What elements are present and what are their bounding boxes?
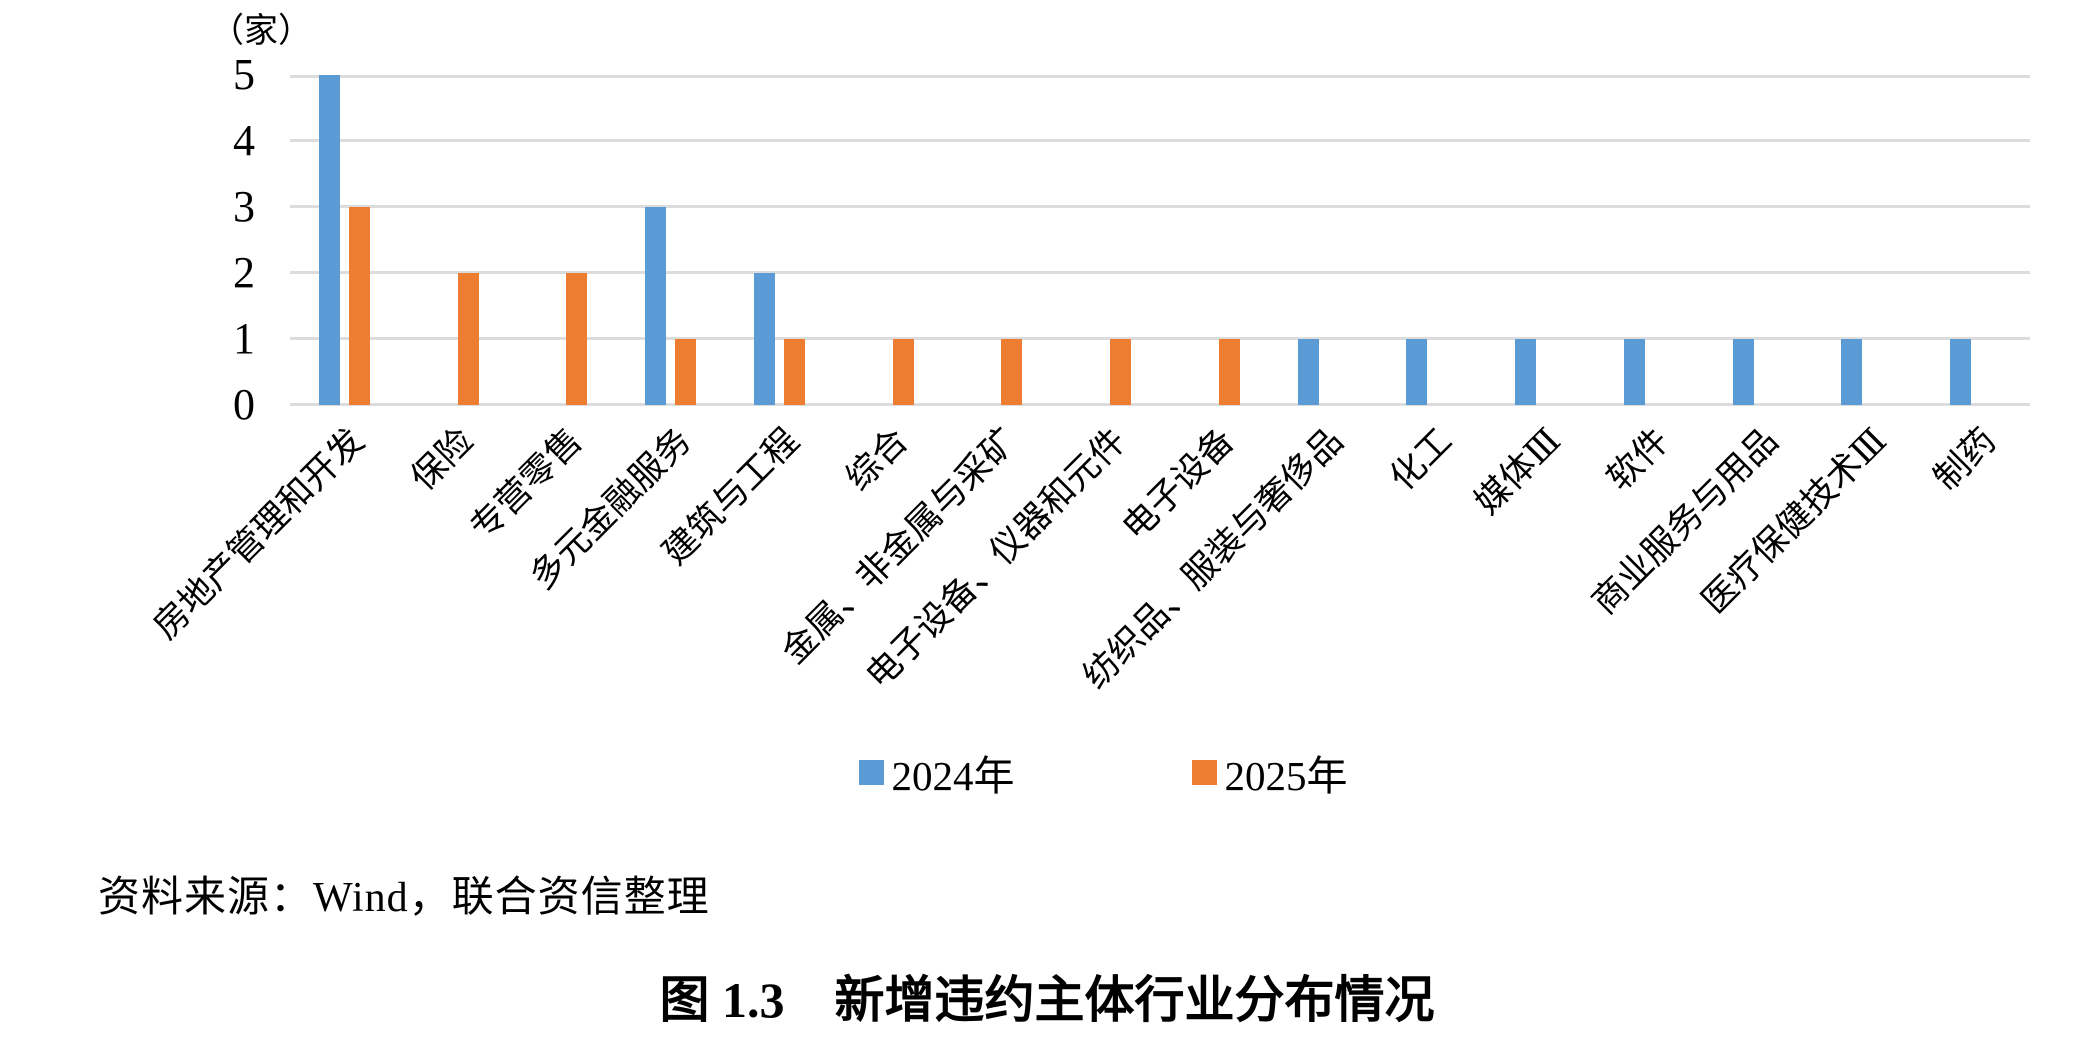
y-axis-tick-label: 2 bbox=[233, 248, 255, 297]
bar-group: 金属、非金属与采矿 bbox=[774, 75, 1052, 671]
y-axis-unit-label: （家） bbox=[210, 13, 312, 50]
legend-item-2025: 2025年 bbox=[1191, 742, 1348, 802]
gridline bbox=[290, 139, 2030, 142]
bar-group: 多元金融服务 bbox=[522, 75, 725, 597]
plot-area: 房地产管理和开发 保险 专营零售 多元金融服务 建筑与工程 综合 金属、非金属与采矿 电子设备… bbox=[146, 75, 2030, 696]
bar-group: 医疗保健技术Ⅲ bbox=[1695, 75, 1922, 621]
gridline bbox=[290, 403, 2030, 406]
bar-group: 建筑与工程 bbox=[656, 75, 834, 572]
legend-label-2024: 2024年 bbox=[891, 753, 1015, 799]
legend-item-2024: 2024年 bbox=[858, 742, 1015, 802]
source-note: 资料来源：Wind，联合资信整理 bbox=[98, 875, 710, 921]
gridline bbox=[290, 205, 2030, 208]
y-axis-tick-label: 5 bbox=[233, 50, 255, 99]
bar-2024年 bbox=[1297, 339, 1319, 405]
bar-2025年 bbox=[892, 339, 914, 405]
bar-groups: 房地产管理和开发 保险 专营零售 多元金融服务 建筑与工程 综合 金属、非金属与采矿 电子设备… bbox=[146, 75, 2030, 696]
x-axis-label: 软件 bbox=[1599, 421, 1677, 499]
bar-2024年 bbox=[1406, 339, 1428, 405]
y-axis-tick-label: 0 bbox=[233, 380, 255, 429]
bar-2025年 bbox=[783, 339, 805, 405]
x-axis-label: 化工 bbox=[1382, 421, 1460, 499]
bar-2025年 bbox=[348, 207, 370, 405]
legend: 2024年 2025年 bbox=[0, 742, 2094, 802]
bar-2024年 bbox=[1950, 339, 1972, 405]
x-axis-label: 房地产管理和开发 bbox=[146, 421, 372, 647]
bar-group: 电子设备 bbox=[1115, 75, 1269, 548]
figure-caption: 图 1.3 新增违约主体行业分布情况 bbox=[659, 972, 1435, 1028]
bar-2024年 bbox=[1623, 339, 1645, 405]
bar-2025年 bbox=[1110, 339, 1132, 405]
bar-group: 综合 bbox=[834, 75, 943, 498]
bar-group: 软件 bbox=[1595, 75, 1704, 498]
y-axis-tick-labels: 0 1 2 3 4 5 bbox=[100, 50, 255, 429]
x-axis-label: 保险 bbox=[403, 421, 481, 499]
gridline bbox=[290, 271, 2030, 274]
y-axis-tick-label: 3 bbox=[233, 182, 255, 231]
bar-group: 媒体Ⅲ bbox=[1467, 75, 1595, 522]
bar-group: 纺织品、服装与奢侈品 bbox=[1076, 75, 1378, 696]
x-axis-label: 媒体Ⅲ bbox=[1467, 421, 1569, 522]
bar-2025年 bbox=[566, 273, 588, 405]
x-axis-label: 综合 bbox=[838, 421, 916, 499]
bar-2025年 bbox=[457, 273, 479, 405]
bar-group: 保险 bbox=[399, 75, 508, 498]
gridline bbox=[290, 75, 2030, 78]
bar-group: 商业服务与用品 bbox=[1585, 75, 1813, 622]
bar-group: 电子设备、仪器和元件 bbox=[858, 75, 1160, 696]
legend-swatch-2025-icon bbox=[1191, 759, 1217, 785]
gridline bbox=[290, 337, 2030, 340]
bar-2024年 bbox=[645, 207, 667, 405]
bar-2024年 bbox=[1841, 339, 1863, 405]
bar-2024年 bbox=[1732, 339, 1754, 405]
y-axis-tick-label: 1 bbox=[233, 314, 255, 363]
bar-group: 制药 bbox=[1921, 75, 2030, 498]
bar-group: 化工 bbox=[1378, 75, 1487, 498]
bar-2024年 bbox=[1515, 339, 1537, 405]
legend-swatch-2024-icon bbox=[858, 759, 884, 785]
bar-2024年 bbox=[318, 75, 340, 405]
bar-2025年 bbox=[1001, 339, 1023, 405]
x-axis-label: 商业服务与用品 bbox=[1584, 421, 1786, 622]
legend-label-2025: 2025年 bbox=[1224, 753, 1348, 799]
bar-group: 专营零售 bbox=[463, 75, 617, 548]
x-axis-label: 医疗保健技术Ⅲ bbox=[1694, 421, 1895, 621]
y-axis-tick-label: 4 bbox=[233, 116, 255, 165]
bar-2025年 bbox=[1218, 339, 1240, 405]
bar-2025年 bbox=[675, 339, 697, 405]
bar-2024年 bbox=[753, 273, 775, 405]
bar-group: 房地产管理和开发 bbox=[146, 75, 399, 647]
x-axis-label: 制药 bbox=[1926, 421, 2004, 499]
